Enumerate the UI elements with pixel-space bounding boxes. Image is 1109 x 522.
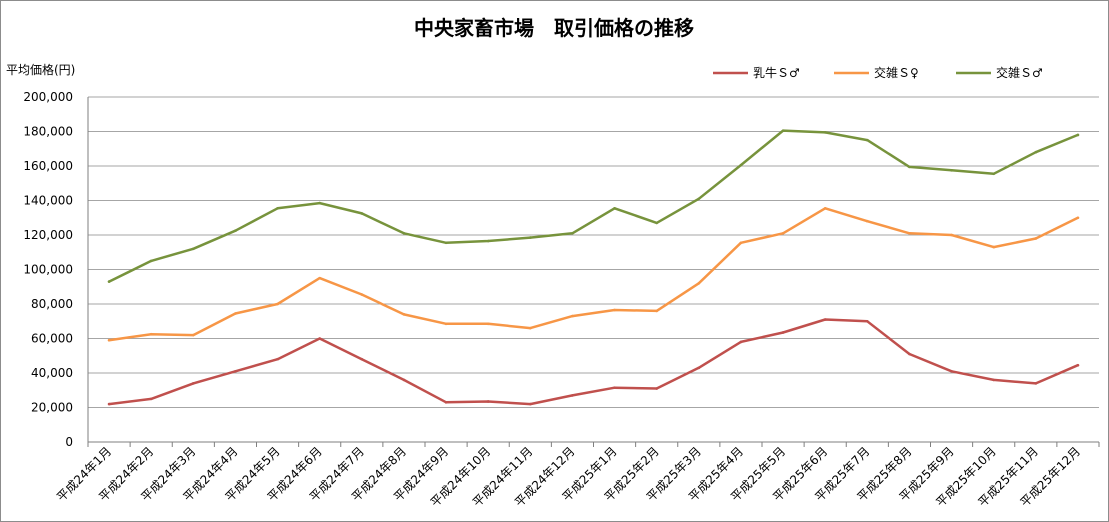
y-tick-label: 80,000	[31, 297, 73, 311]
data-point	[992, 378, 995, 382]
series-line-2	[107, 129, 1080, 283]
data-point	[402, 231, 406, 235]
y-tick-label: 180,000	[23, 125, 73, 139]
y-tick-label: 20,000	[31, 401, 73, 415]
data-point	[781, 231, 785, 235]
data-point	[950, 169, 953, 172]
data-point	[529, 326, 532, 330]
data-point	[234, 312, 237, 315]
data-point	[866, 219, 869, 223]
y-tick-label: 100,000	[23, 263, 73, 277]
y-axis-label: 平均価格(円)	[6, 62, 75, 77]
data-point	[318, 276, 321, 280]
data-point	[276, 206, 279, 210]
data-point	[276, 357, 279, 361]
data-point	[192, 333, 195, 337]
data-point	[908, 352, 911, 356]
data-point	[781, 331, 785, 334]
data-point	[697, 366, 701, 370]
data-point	[402, 313, 406, 316]
data-point	[107, 402, 111, 406]
data-point	[318, 201, 321, 205]
data-point	[1034, 150, 1038, 154]
data-point	[360, 293, 364, 296]
y-tick-label: 160,000	[23, 159, 73, 173]
data-point	[1034, 237, 1038, 240]
data-point	[1034, 382, 1038, 385]
data-point	[276, 302, 279, 306]
data-point	[992, 245, 995, 249]
y-axis-ticks: 0 20,000 40,000 60,000 80,000 100,000 120,000 1…	[23, 90, 73, 449]
data-point	[908, 231, 911, 235]
data-point	[866, 138, 869, 142]
data-point	[655, 221, 658, 225]
data-point	[739, 163, 743, 167]
data-point	[823, 318, 827, 321]
data-point	[697, 282, 701, 285]
legend-label: 乳牛Ｓ♂	[753, 65, 800, 80]
data-point	[402, 378, 406, 382]
data-point	[950, 233, 953, 237]
data-point	[1076, 133, 1080, 137]
data-point	[444, 241, 448, 245]
y-tick-label: 0	[65, 435, 73, 449]
data-point	[613, 206, 616, 210]
data-point	[529, 236, 532, 239]
data-point	[192, 382, 195, 385]
y-tick-label: 60,000	[31, 332, 73, 346]
chart-title: 中央家畜市場 取引価格の推移	[414, 16, 694, 40]
data-point	[192, 247, 195, 251]
y-tick-label: 140,000	[23, 194, 73, 208]
data-point	[739, 241, 743, 245]
legend-label: 交雑Ｓ♂	[996, 65, 1043, 80]
data-point	[444, 401, 448, 404]
data-point	[908, 165, 911, 169]
data-point	[823, 131, 827, 134]
data-point	[655, 309, 658, 313]
legend-label: 交雑Ｓ♀	[874, 65, 919, 80]
data-point	[318, 337, 321, 340]
data-point	[739, 340, 743, 344]
data-point	[866, 319, 869, 323]
series-line-0	[107, 318, 1080, 406]
data-point	[234, 369, 237, 373]
data-point	[950, 369, 953, 373]
y-tick-label: 120,000	[23, 228, 73, 242]
gridlines	[88, 96, 1099, 408]
data-point	[234, 229, 237, 232]
y-tick-label: 200,000	[23, 90, 73, 104]
data-point	[529, 402, 532, 406]
data-point	[486, 239, 490, 243]
data-point	[992, 172, 995, 176]
data-point	[613, 386, 616, 389]
data-point	[360, 357, 364, 361]
data-point	[486, 322, 490, 326]
data-point	[486, 400, 490, 403]
data-point	[613, 308, 616, 312]
data-point	[571, 231, 574, 235]
y-tick-label: 40,000	[31, 366, 73, 380]
data-point	[1076, 363, 1080, 367]
series-lines	[107, 129, 1080, 406]
data-point	[781, 129, 785, 132]
data-point	[697, 197, 701, 201]
data-point	[107, 280, 111, 283]
axes	[87, 97, 1100, 447]
data-point	[360, 212, 364, 215]
data-point	[1076, 216, 1080, 220]
series-line-1	[107, 207, 1080, 342]
data-point	[823, 206, 827, 210]
legend: 乳牛Ｓ♂ 交雑Ｓ♀ 交雑Ｓ♂	[713, 65, 1043, 80]
data-point	[107, 338, 111, 342]
data-point	[571, 394, 574, 397]
data-point	[444, 322, 448, 326]
data-point	[149, 259, 153, 263]
data-point	[571, 314, 574, 318]
x-axis-ticks: 平成24年1月平成24年2月平成24年3月平成24年4月平成24年5月平成24年…	[54, 444, 1083, 509]
data-point	[655, 387, 658, 390]
data-point	[149, 332, 153, 336]
data-point	[149, 397, 153, 401]
